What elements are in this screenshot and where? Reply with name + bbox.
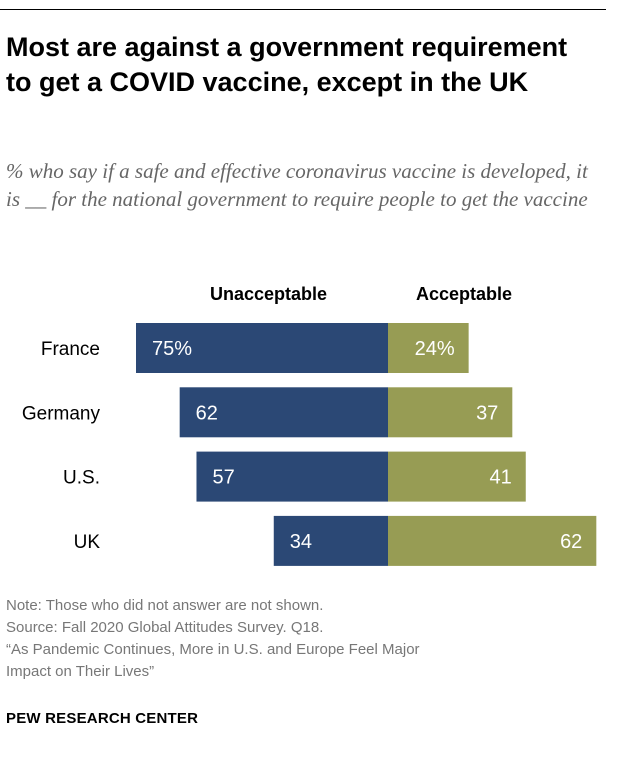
series-header-acceptable: Acceptable: [416, 284, 513, 304]
data-label-acceptable: 62: [560, 531, 582, 553]
top-rule: [0, 9, 606, 10]
report-line: “As Pandemic Continues, More in U.S. and…: [6, 641, 420, 658]
data-label-acceptable: 24%: [415, 338, 455, 360]
bar-unacceptable: [179, 387, 388, 438]
report-line: Impact on Their Lives”: [6, 663, 155, 680]
chart-subtitle: % who say if a safe and effective corona…: [6, 159, 588, 211]
category-label: France: [41, 339, 100, 360]
note-line: Note: Those who did not answer are not s…: [6, 597, 324, 614]
chart-title: Most are against a government requiremen…: [6, 32, 568, 97]
category-label: UK: [74, 532, 101, 553]
category-label: U.S.: [63, 468, 100, 489]
bar-unacceptable: [196, 451, 388, 502]
data-label-unacceptable: 34: [290, 531, 312, 553]
source-line: Source: Fall 2020 Global Attitudes Surve…: [6, 619, 324, 636]
data-label-unacceptable: 62: [196, 402, 218, 424]
brand-logo-text: PEW RESEARCH CENTER: [6, 710, 199, 727]
notes: Note: Those who did not answer are not s…: [6, 595, 420, 683]
bar-acceptable: [388, 387, 513, 438]
series-header-unacceptable: Unacceptable: [210, 284, 328, 304]
bar-unacceptable: [136, 323, 388, 373]
data-label-acceptable: 41: [490, 467, 512, 489]
bar-unacceptable: [273, 515, 388, 566]
data-label-unacceptable: 57: [212, 467, 234, 489]
bar-acceptable: [388, 323, 469, 373]
bar-acceptable: [388, 451, 526, 502]
category-label: Germany: [22, 403, 101, 424]
bar-acceptable: [388, 515, 597, 566]
data-label-unacceptable: 75%: [152, 338, 192, 360]
data-label-acceptable: 37: [476, 402, 498, 424]
